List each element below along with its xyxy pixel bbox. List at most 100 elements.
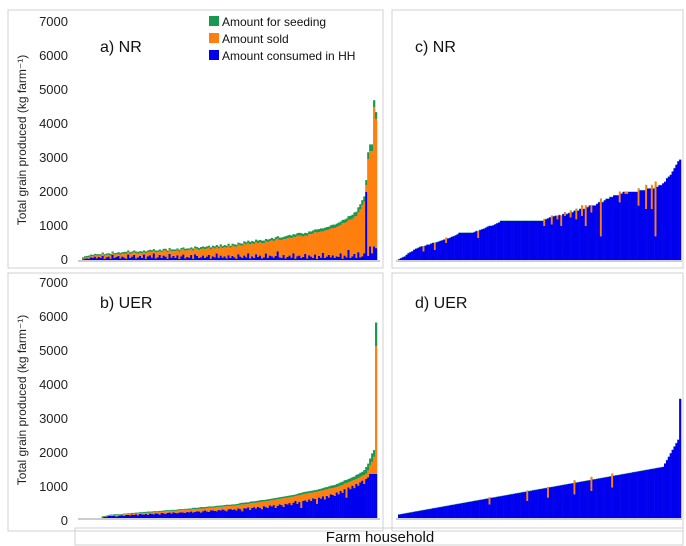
ytick-b-2000: 2000 xyxy=(39,445,68,460)
bar-b-61-amount-for-seeding xyxy=(201,507,205,509)
bar-b-51-amount-consumed-in-hh xyxy=(182,512,185,518)
bar-d-64-amount-consumed-in-hh xyxy=(518,492,521,518)
bar-d-80-amount-consumed-in-hh xyxy=(548,487,552,518)
bar-a-59-amount-sold xyxy=(198,250,201,258)
bar-b-123-amount-for-seeding xyxy=(323,487,327,490)
bar-a-28-amount-consumed-in-hh xyxy=(137,257,140,260)
bar-b-71-amount-sold xyxy=(221,506,224,510)
bar-b-125-amount-consumed-in-hh xyxy=(327,497,331,518)
bar-a-40-amount-for-seeding xyxy=(160,250,163,253)
panel-title-d: d) UER xyxy=(415,295,467,312)
bar-b-92-amount-consumed-in-hh xyxy=(262,506,266,518)
bar-a-60-amount-for-seeding xyxy=(200,247,203,250)
bar-a-45-amount-for-seeding xyxy=(170,249,173,252)
bar-b-88-amount-sold xyxy=(255,502,258,509)
bar-a-29-amount-consumed-in-hh xyxy=(139,255,142,260)
bar-c-107-amount-sold xyxy=(599,198,603,237)
bar-a-106-amount-for-seeding xyxy=(290,235,293,239)
bar-a-89-amount-for-seeding xyxy=(257,240,260,243)
bar-b-33-amount-consumed-in-hh xyxy=(146,514,150,518)
bar-a-93-amount-sold xyxy=(264,241,268,254)
bar-b-100-amount-for-seeding xyxy=(278,497,281,499)
bar-a-86-amount-for-seeding xyxy=(251,240,254,244)
bar-b-50-amount-for-seeding xyxy=(180,509,183,511)
y-axis-a: 7000 6000 5000 4000 3000 2000 1000 0 xyxy=(39,14,68,267)
bar-d-102-amount-sold xyxy=(590,477,593,491)
bar-c-64-amount-consumed-in-hh xyxy=(518,220,521,260)
bar-b-13-amount-consumed-in-hh xyxy=(107,515,110,518)
bar-a-4-amount-for-seeding xyxy=(89,254,93,256)
bar-a-46-amount-sold xyxy=(172,251,175,256)
bar-a-24-amount-sold xyxy=(129,253,132,258)
bar-a-36-amount-for-seeding xyxy=(152,249,156,251)
bar-b-140-amount-for-seeding xyxy=(357,474,360,479)
bar-a-72-amount-for-seeding xyxy=(223,245,226,248)
bar-b-147-amount-sold xyxy=(371,461,374,474)
bar-a-92-amount-sold xyxy=(262,243,266,258)
bar-a-110-amount-sold xyxy=(298,235,301,256)
bar-b-104-amount-sold xyxy=(286,497,289,505)
bar-b-56-amount-for-seeding xyxy=(192,507,195,510)
bar-b-58-amount-sold xyxy=(196,509,199,512)
bar-a-67-amount-sold xyxy=(213,248,216,258)
bar-b-86-amount-for-seeding xyxy=(251,501,254,504)
bar-b-72-amount-for-seeding xyxy=(223,505,226,507)
bar-a-8-amount-consumed-in-hh xyxy=(97,256,100,260)
bar-b-115-amount-consumed-in-hh xyxy=(308,499,311,518)
bar-a-122-amount-for-seeding xyxy=(321,228,325,232)
bar-a-91-amount-sold xyxy=(260,243,264,259)
panel-frame-c xyxy=(391,9,684,269)
bar-a-45-amount-sold xyxy=(170,251,173,258)
bar-a-33-amount-consumed-in-hh xyxy=(146,256,150,260)
bar-a-5-amount-consumed-in-hh xyxy=(91,257,95,260)
bar-a-108-amount-consumed-in-hh xyxy=(294,258,297,260)
bar-b-29-amount-sold xyxy=(139,513,142,514)
bar-c-39-amount-consumed-in-hh xyxy=(471,232,474,260)
bar-b-134-amount-sold xyxy=(345,483,348,498)
bar-d-148-amount-consumed-in-hh xyxy=(677,439,680,518)
bar-b-118-amount-for-seeding xyxy=(314,490,317,493)
bar-c-132-amount-consumed-in-hh xyxy=(647,188,650,260)
bar-b-33-amount-for-seeding xyxy=(146,511,150,513)
bar-d-11-amount-consumed-in-hh xyxy=(418,510,421,518)
bar-a-21-amount-for-seeding xyxy=(123,251,126,254)
bar-d-107-amount-consumed-in-hh xyxy=(599,478,603,518)
bar-a-101-amount-for-seeding xyxy=(280,237,283,240)
bar-c-134-amount-consumed-in-hh xyxy=(650,209,653,260)
bar-c-19-amount-sold xyxy=(433,243,436,250)
bar-a-97-amount-consumed-in-hh xyxy=(272,257,275,260)
bar-b-12-amount-consumed-in-hh xyxy=(105,516,108,518)
bar-d-75-amount-consumed-in-hh xyxy=(539,489,542,518)
bar-d-99-amount-consumed-in-hh xyxy=(584,480,587,518)
bar-a-125-amount-for-seeding xyxy=(327,226,331,230)
bar-a-123-amount-sold xyxy=(323,230,327,258)
bar-b-89-amount-consumed-in-hh xyxy=(257,506,260,518)
bar-a-86-amount-sold xyxy=(251,243,254,257)
bar-a-11-amount-consumed-in-hh xyxy=(103,258,106,260)
bar-b-45-amount-sold xyxy=(170,510,173,514)
bar-d-66-amount-consumed-in-hh xyxy=(522,492,525,518)
bar-c-118-amount-consumed-in-hh xyxy=(620,193,623,260)
bar-a-15-amount-for-seeding xyxy=(111,251,114,253)
bar-a-26-amount-consumed-in-hh xyxy=(133,254,136,260)
bar-a-116-amount-for-seeding xyxy=(310,231,313,235)
panel-title-c: c) NR xyxy=(415,39,456,56)
bar-d-109-amount-consumed-in-hh xyxy=(603,477,606,518)
bar-a-113-amount-sold xyxy=(304,235,307,254)
bar-b-53-amount-for-seeding xyxy=(186,508,189,510)
bar-c-117-amount-consumed-in-hh xyxy=(618,202,621,260)
bar-a-39-amount-for-seeding xyxy=(158,249,161,252)
bar-d-96-amount-consumed-in-hh xyxy=(579,481,582,518)
bar-c-18-amount-consumed-in-hh xyxy=(431,243,435,260)
bar-b-21-amount-consumed-in-hh xyxy=(123,515,126,518)
bar-a-48-amount-consumed-in-hh xyxy=(176,255,179,260)
bar-c-8-amount-consumed-in-hh xyxy=(413,249,416,260)
bar-a-16-amount-for-seeding xyxy=(113,253,116,255)
bar-a-76-amount-consumed-in-hh xyxy=(231,255,234,260)
bar-c-77-amount-sold xyxy=(543,219,546,226)
bar-a-34-amount-consumed-in-hh xyxy=(148,255,152,260)
bar-c-21-amount-consumed-in-hh xyxy=(437,241,440,260)
bar-a-83-amount-sold xyxy=(245,244,248,258)
bar-a-21-amount-sold xyxy=(123,253,126,258)
bar-b-14-amount-consumed-in-hh xyxy=(109,515,112,518)
